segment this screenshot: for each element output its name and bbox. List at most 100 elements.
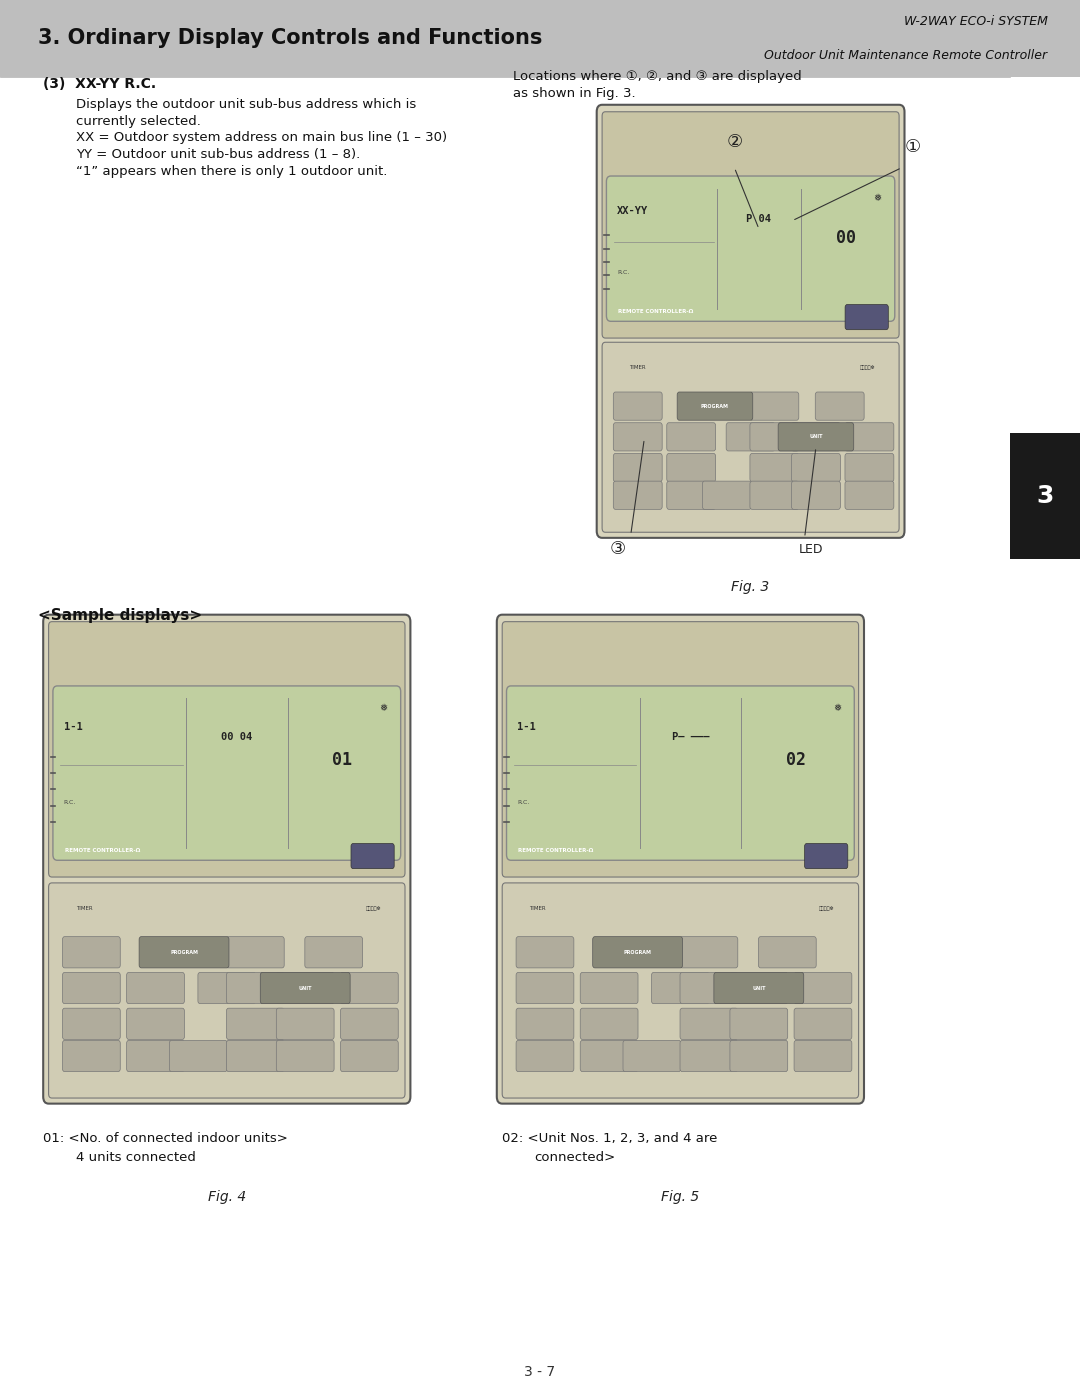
Text: R.C.: R.C. (617, 270, 630, 275)
FancyBboxPatch shape (651, 972, 710, 1003)
FancyBboxPatch shape (580, 1041, 638, 1071)
FancyBboxPatch shape (730, 1041, 787, 1071)
FancyBboxPatch shape (750, 393, 799, 420)
FancyBboxPatch shape (139, 936, 229, 968)
FancyBboxPatch shape (580, 972, 638, 1003)
Text: Fig. 3: Fig. 3 (731, 580, 770, 594)
FancyBboxPatch shape (702, 481, 752, 510)
Text: REMOTE CONTROLLER-Ω: REMOTE CONTROLLER-Ω (518, 848, 594, 854)
Text: currently selected.: currently selected. (76, 115, 201, 127)
Text: connected>: connected> (535, 1151, 616, 1164)
FancyBboxPatch shape (227, 1009, 284, 1039)
Text: XX = Outdoor system address on main bus line (1 – 30): XX = Outdoor system address on main bus … (76, 131, 447, 144)
FancyBboxPatch shape (340, 972, 399, 1003)
Text: PROGRAM: PROGRAM (170, 950, 198, 954)
Text: 1-1: 1-1 (64, 722, 82, 732)
Text: ❅: ❅ (379, 703, 388, 712)
FancyBboxPatch shape (198, 972, 256, 1003)
Text: ⒶⒷⒸⒹ❆: ⒶⒷⒸⒹ❆ (820, 905, 835, 911)
FancyBboxPatch shape (666, 423, 716, 451)
Text: 3. Ordinary Display Controls and Functions: 3. Ordinary Display Controls and Functio… (38, 28, 542, 49)
FancyBboxPatch shape (227, 936, 284, 968)
FancyBboxPatch shape (126, 1009, 185, 1039)
FancyBboxPatch shape (794, 972, 852, 1003)
Text: YY = Outdoor unit sub-bus address (1 – 8).: YY = Outdoor unit sub-bus address (1 – 8… (76, 148, 360, 161)
FancyBboxPatch shape (606, 176, 894, 321)
FancyBboxPatch shape (43, 615, 410, 1104)
Text: Fig. 5: Fig. 5 (661, 1190, 700, 1204)
FancyBboxPatch shape (730, 1009, 787, 1039)
FancyBboxPatch shape (758, 936, 816, 968)
Text: REMOTE CONTROLLER-Ω: REMOTE CONTROLLER-Ω (618, 309, 693, 314)
Text: Displays the outdoor unit sub-bus address which is: Displays the outdoor unit sub-bus addres… (76, 98, 416, 110)
FancyBboxPatch shape (502, 883, 859, 1098)
Text: P 04: P 04 (746, 214, 771, 224)
Text: 00: 00 (836, 229, 855, 247)
FancyBboxPatch shape (677, 393, 753, 420)
FancyBboxPatch shape (613, 423, 662, 451)
Text: 3: 3 (1037, 483, 1054, 509)
FancyBboxPatch shape (613, 393, 662, 420)
FancyBboxPatch shape (815, 393, 864, 420)
Text: UNIT: UNIT (298, 985, 312, 990)
FancyBboxPatch shape (516, 1009, 573, 1039)
Text: R.C.: R.C. (64, 800, 76, 805)
FancyBboxPatch shape (680, 936, 738, 968)
FancyBboxPatch shape (63, 936, 120, 968)
FancyBboxPatch shape (750, 481, 799, 510)
FancyBboxPatch shape (49, 622, 405, 877)
FancyBboxPatch shape (507, 686, 854, 861)
FancyBboxPatch shape (845, 454, 894, 482)
Text: ⒶⒷⒸⒹ❆: ⒶⒷⒸⒹ❆ (860, 365, 876, 370)
Text: ❅: ❅ (833, 703, 841, 712)
FancyBboxPatch shape (792, 481, 840, 510)
Text: PROGRAM: PROGRAM (623, 950, 651, 954)
FancyBboxPatch shape (497, 615, 864, 1104)
Text: REMOTE CONTROLLER-Ω: REMOTE CONTROLLER-Ω (65, 848, 140, 854)
FancyBboxPatch shape (613, 481, 662, 510)
FancyBboxPatch shape (623, 1041, 680, 1071)
Bar (1010, 433, 1080, 559)
Text: 01: 01 (333, 752, 352, 768)
FancyBboxPatch shape (680, 1041, 738, 1071)
Text: ⒶⒷⒸⒹ❆: ⒶⒷⒸⒹ❆ (366, 905, 381, 911)
Bar (0, 0, 1080, 77)
FancyBboxPatch shape (53, 686, 401, 861)
FancyBboxPatch shape (666, 454, 716, 482)
FancyBboxPatch shape (63, 1041, 120, 1071)
FancyBboxPatch shape (502, 622, 859, 877)
FancyBboxPatch shape (714, 972, 804, 1003)
Text: XX-YY: XX-YY (617, 207, 648, 217)
Text: TIMER: TIMER (529, 905, 545, 911)
Text: UNIT: UNIT (809, 434, 823, 439)
Text: 4 units connected: 4 units connected (76, 1151, 195, 1164)
FancyBboxPatch shape (750, 454, 799, 482)
FancyBboxPatch shape (276, 972, 334, 1003)
Text: ③: ③ (610, 541, 625, 557)
FancyBboxPatch shape (580, 1009, 638, 1039)
Text: Outdoor Unit Maintenance Remote Controller: Outdoor Unit Maintenance Remote Controll… (765, 49, 1048, 61)
FancyBboxPatch shape (516, 936, 573, 968)
FancyBboxPatch shape (170, 1041, 227, 1071)
FancyBboxPatch shape (63, 972, 120, 1003)
Text: “1” appears when there is only 1 outdoor unit.: “1” appears when there is only 1 outdoor… (76, 165, 387, 177)
FancyBboxPatch shape (593, 936, 683, 968)
FancyBboxPatch shape (750, 423, 799, 451)
Text: 01: <No. of connected indoor units>: 01: <No. of connected indoor units> (43, 1132, 288, 1144)
FancyBboxPatch shape (666, 481, 716, 510)
FancyBboxPatch shape (351, 844, 394, 869)
Text: 3 - 7: 3 - 7 (525, 1365, 555, 1379)
Text: ①: ① (905, 138, 920, 155)
FancyBboxPatch shape (126, 972, 185, 1003)
Text: (3)  XX-YY R.C.: (3) XX-YY R.C. (43, 77, 157, 91)
Text: Fig. 4: Fig. 4 (207, 1190, 246, 1204)
Text: Locations where ①, ②, and ③ are displayed: Locations where ①, ②, and ③ are displaye… (513, 70, 801, 82)
Text: UNIT: UNIT (752, 985, 766, 990)
Text: LED: LED (799, 542, 824, 556)
Text: P– –––: P– ––– (672, 732, 710, 742)
FancyBboxPatch shape (680, 972, 738, 1003)
Text: R.C.: R.C. (517, 800, 529, 805)
FancyBboxPatch shape (680, 1009, 738, 1039)
Text: 02: <Unit Nos. 1, 2, 3, and 4 are: 02: <Unit Nos. 1, 2, 3, and 4 are (502, 1132, 717, 1144)
FancyBboxPatch shape (805, 844, 848, 869)
